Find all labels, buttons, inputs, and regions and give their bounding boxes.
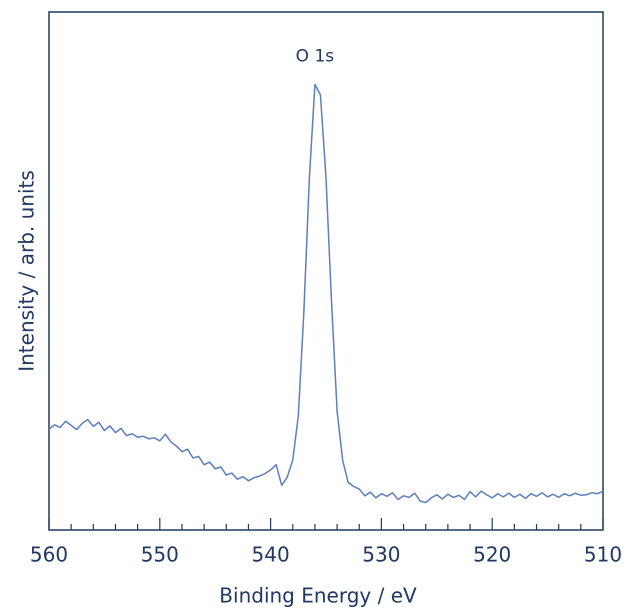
- spectrum-line: [48, 83, 604, 504]
- x-tick-label: 550: [141, 543, 179, 567]
- x-tick-label: 530: [362, 543, 400, 567]
- peak-annotation: O 1s: [296, 47, 335, 67]
- plot-frame: [48, 11, 604, 531]
- x-tick-label: 510: [584, 543, 622, 567]
- y-axis-label: Intensity / arb. units: [15, 170, 39, 372]
- x-tick-label: 520: [473, 543, 511, 567]
- x-axis-label: Binding Energy / eV: [219, 584, 417, 608]
- x-tick-label: 560: [30, 543, 68, 567]
- x-tick-label: 540: [252, 543, 290, 567]
